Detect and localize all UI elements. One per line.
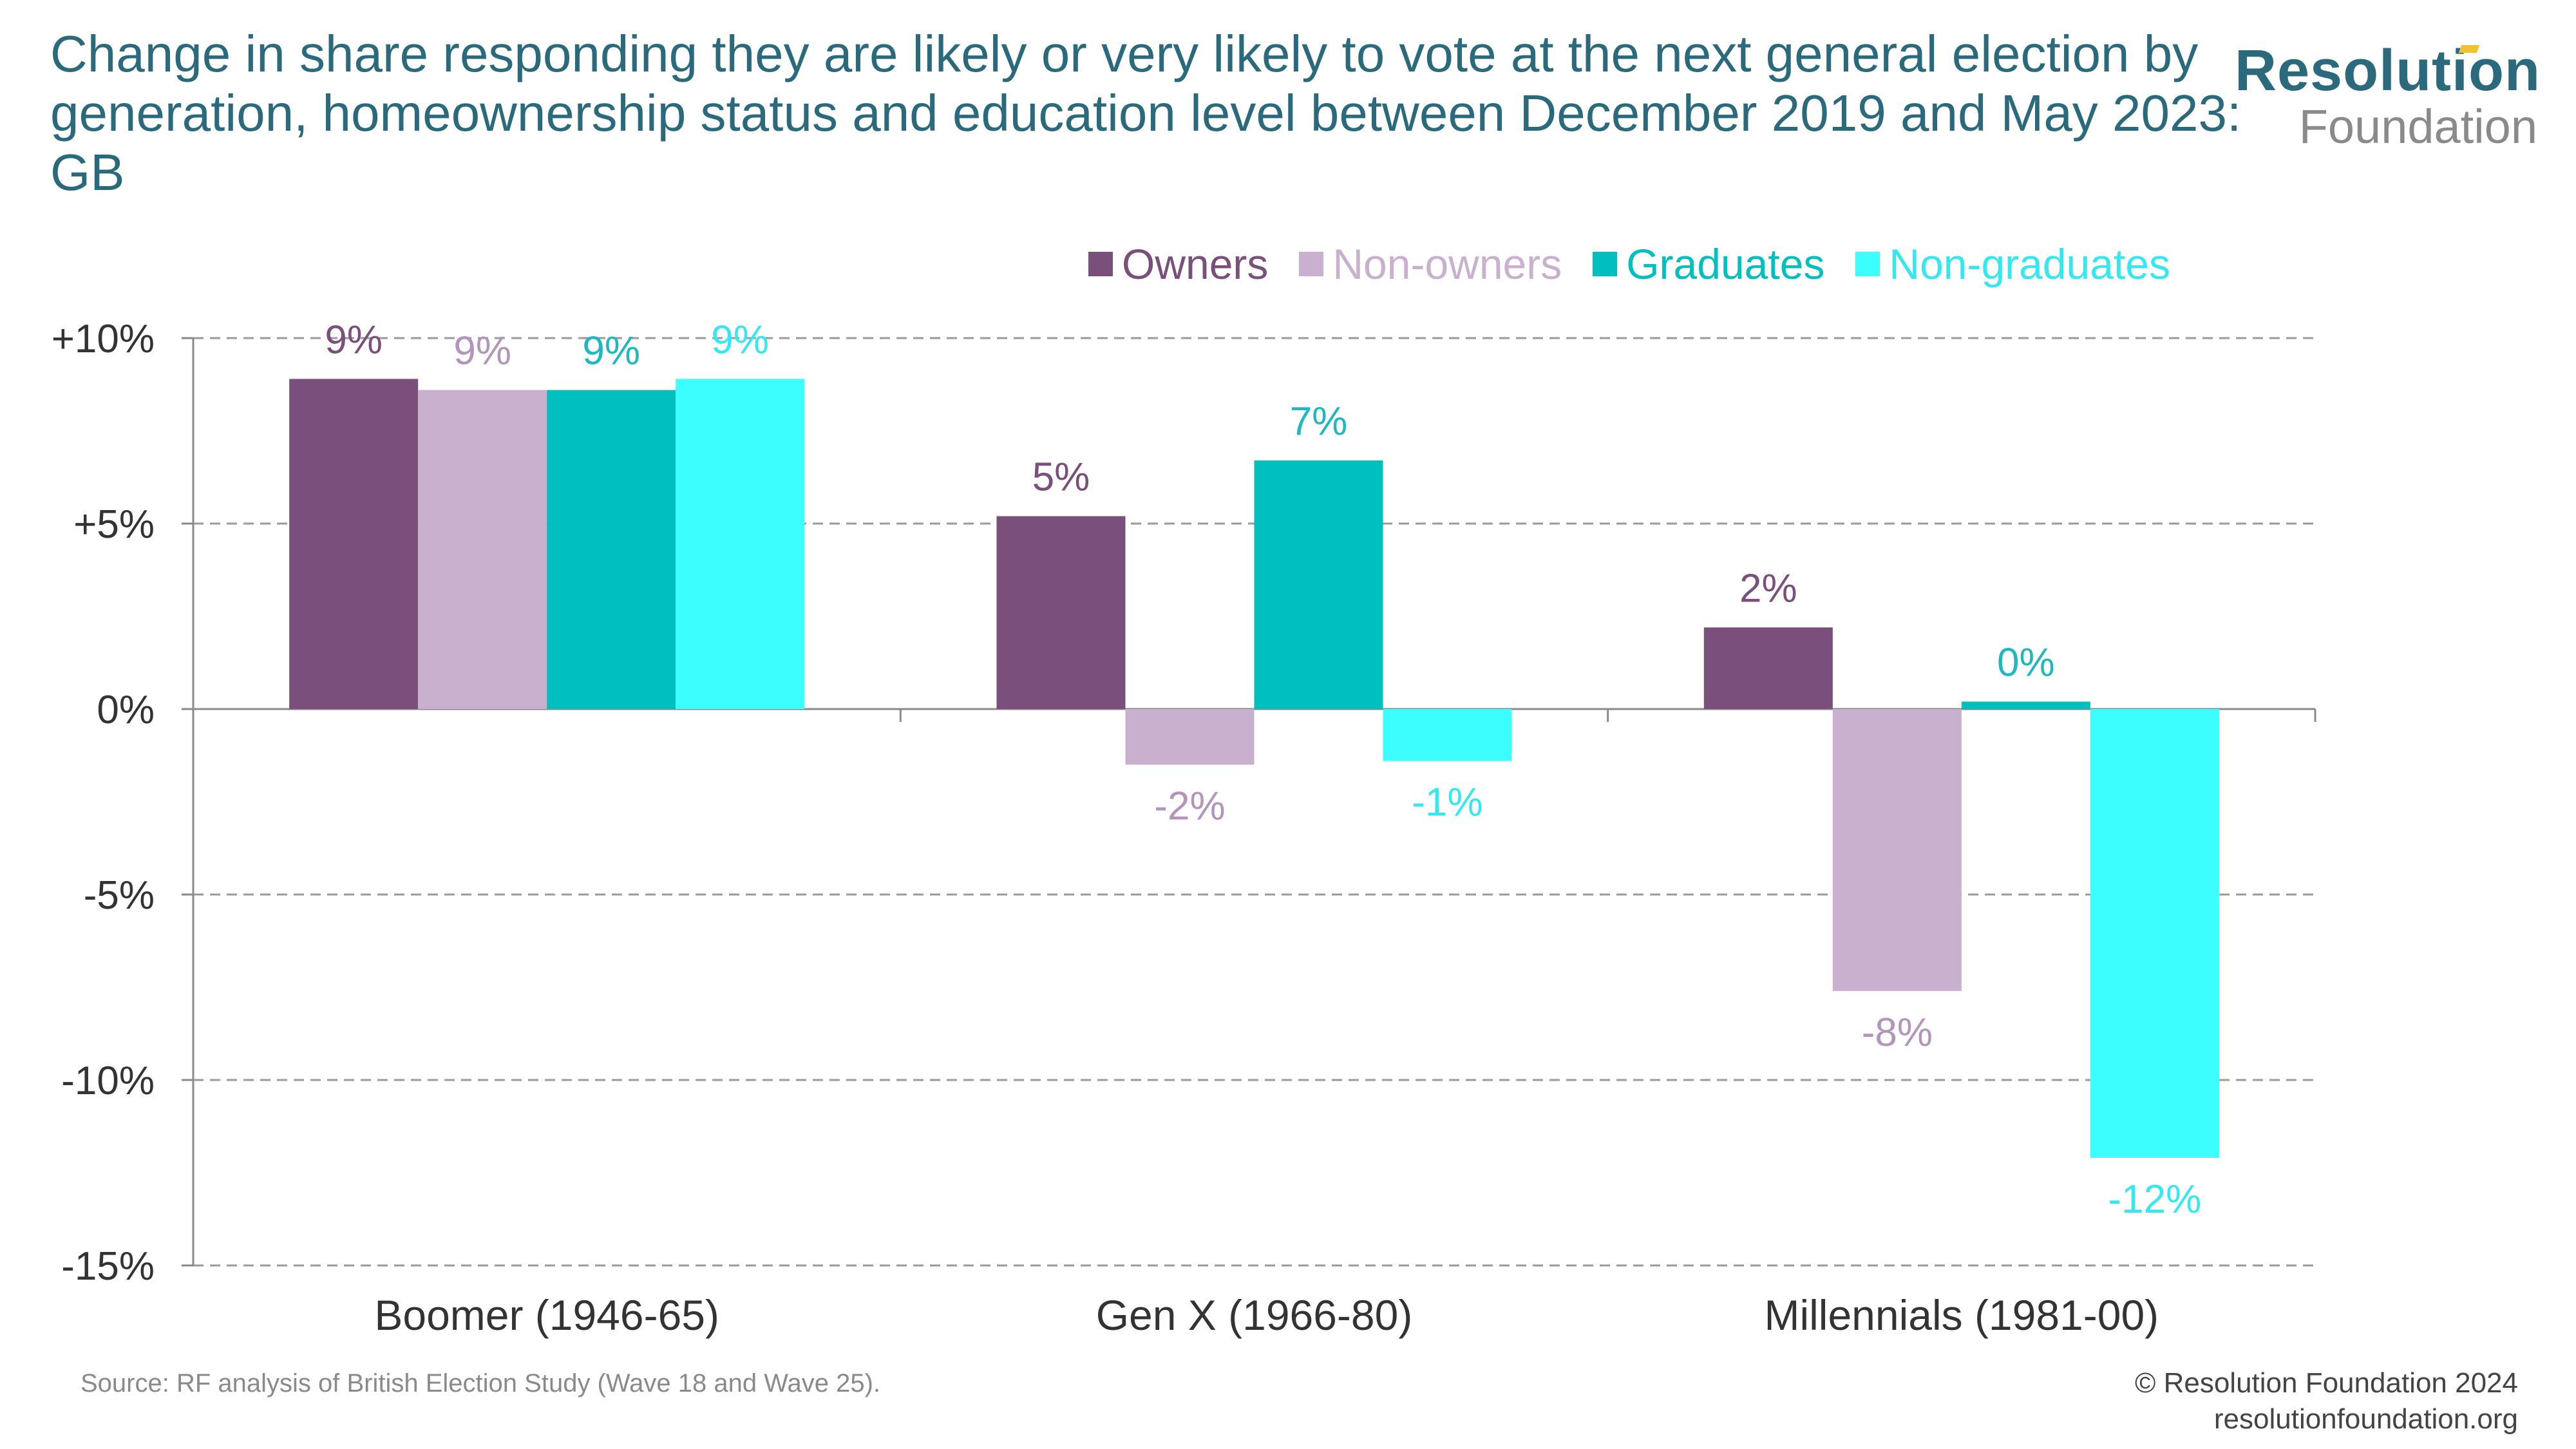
website-text: resolutionfoundation.org [2213, 1403, 2518, 1435]
chart-legend: Owners Non-owners Graduates Non-graduate… [1088, 238, 2170, 290]
data-label: 5% [1032, 455, 1090, 499]
legend-label-owners: Owners [1122, 240, 1269, 288]
bar-non-graduates-1 [676, 379, 805, 709]
data-label: -2% [1154, 784, 1225, 828]
bar-non-graduates-3 [2090, 709, 2219, 1158]
source-note: Source: RF analysis of British Election … [80, 1369, 881, 1397]
x-category-label: Gen X (1966-80) [1096, 1291, 1413, 1339]
legend-label-non-graduates: Non-graduates [1889, 240, 2171, 288]
legend-label-non-owners: Non-owners [1332, 240, 1562, 288]
bar-non-owners-1 [418, 390, 547, 709]
x-category-label: Millennials (1981-00) [1765, 1291, 2159, 1339]
data-label: -12% [2108, 1177, 2201, 1222]
logo-line-1: Resolution [2235, 39, 2541, 103]
legend-swatch-owners [1088, 252, 1113, 276]
copyright-text: © Resolution Foundation 2024 [2134, 1367, 2518, 1399]
y-tick-label: +5% [73, 502, 155, 547]
chart-title: Change in share responding they are like… [50, 25, 2242, 201]
x-category-label: Boomer (1946-65) [374, 1291, 719, 1339]
data-label: 0% [1997, 640, 2055, 685]
logo-line-2: Foundation [2298, 100, 2537, 153]
data-label: 9% [453, 329, 511, 374]
legend-item-non-graduates: Non-graduates [1855, 238, 2170, 290]
legend-swatch-non-graduates [1855, 252, 1880, 276]
legend-swatch-non-owners [1299, 252, 1324, 276]
bar-owners-1 [289, 379, 419, 709]
data-label: 9% [582, 329, 640, 374]
data-label: 7% [1290, 399, 1348, 444]
data-label: -1% [1412, 781, 1482, 825]
y-tick-label: +10% [52, 317, 155, 361]
data-label: -8% [1862, 1010, 1933, 1055]
legend-label-graduates: Graduates [1626, 240, 1825, 288]
footer-credits: © Resolution Foundation 2024 resolutionf… [2135, 1365, 2518, 1437]
legend-item-owners: Owners [1088, 238, 1268, 290]
bar-non-graduates-2 [1383, 709, 1512, 761]
data-label: 2% [1739, 566, 1797, 611]
y-tick-label: -5% [84, 873, 155, 918]
bar-graduates-1 [547, 390, 676, 709]
y-tick-label: -15% [61, 1244, 155, 1289]
data-label: 9% [325, 317, 383, 362]
legend-swatch-graduates [1593, 252, 1618, 276]
bar-owners-2 [996, 516, 1126, 709]
data-label: 9% [711, 317, 769, 362]
y-tick-label: -10% [61, 1059, 155, 1103]
bar-non-owners-3 [1832, 709, 1962, 991]
legend-item-graduates: Graduates [1593, 238, 1824, 290]
legend-item-non-owners: Non-owners [1299, 238, 1562, 290]
bar-non-owners-2 [1125, 709, 1255, 765]
resolution-foundation-logo: Resolution Foundation [2235, 39, 2541, 153]
bar-graduates-3 [1961, 701, 2090, 709]
bar-owners-3 [1703, 627, 1833, 709]
y-tick-label: 0% [97, 688, 155, 732]
bar-graduates-2 [1254, 460, 1383, 709]
